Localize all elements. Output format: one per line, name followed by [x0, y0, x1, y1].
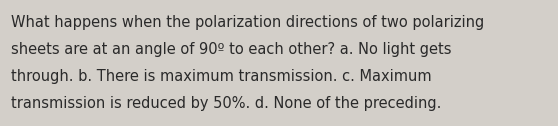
Text: transmission is reduced by 50%. d. None of the preceding.: transmission is reduced by 50%. d. None … — [11, 96, 441, 111]
Text: through. b. There is maximum transmission. c. Maximum: through. b. There is maximum transmissio… — [11, 69, 432, 84]
Text: sheets are at an angle of 90º to each other? a. No light gets: sheets are at an angle of 90º to each ot… — [11, 42, 451, 57]
Text: What happens when the polarization directions of two polarizing: What happens when the polarization direc… — [11, 15, 484, 30]
